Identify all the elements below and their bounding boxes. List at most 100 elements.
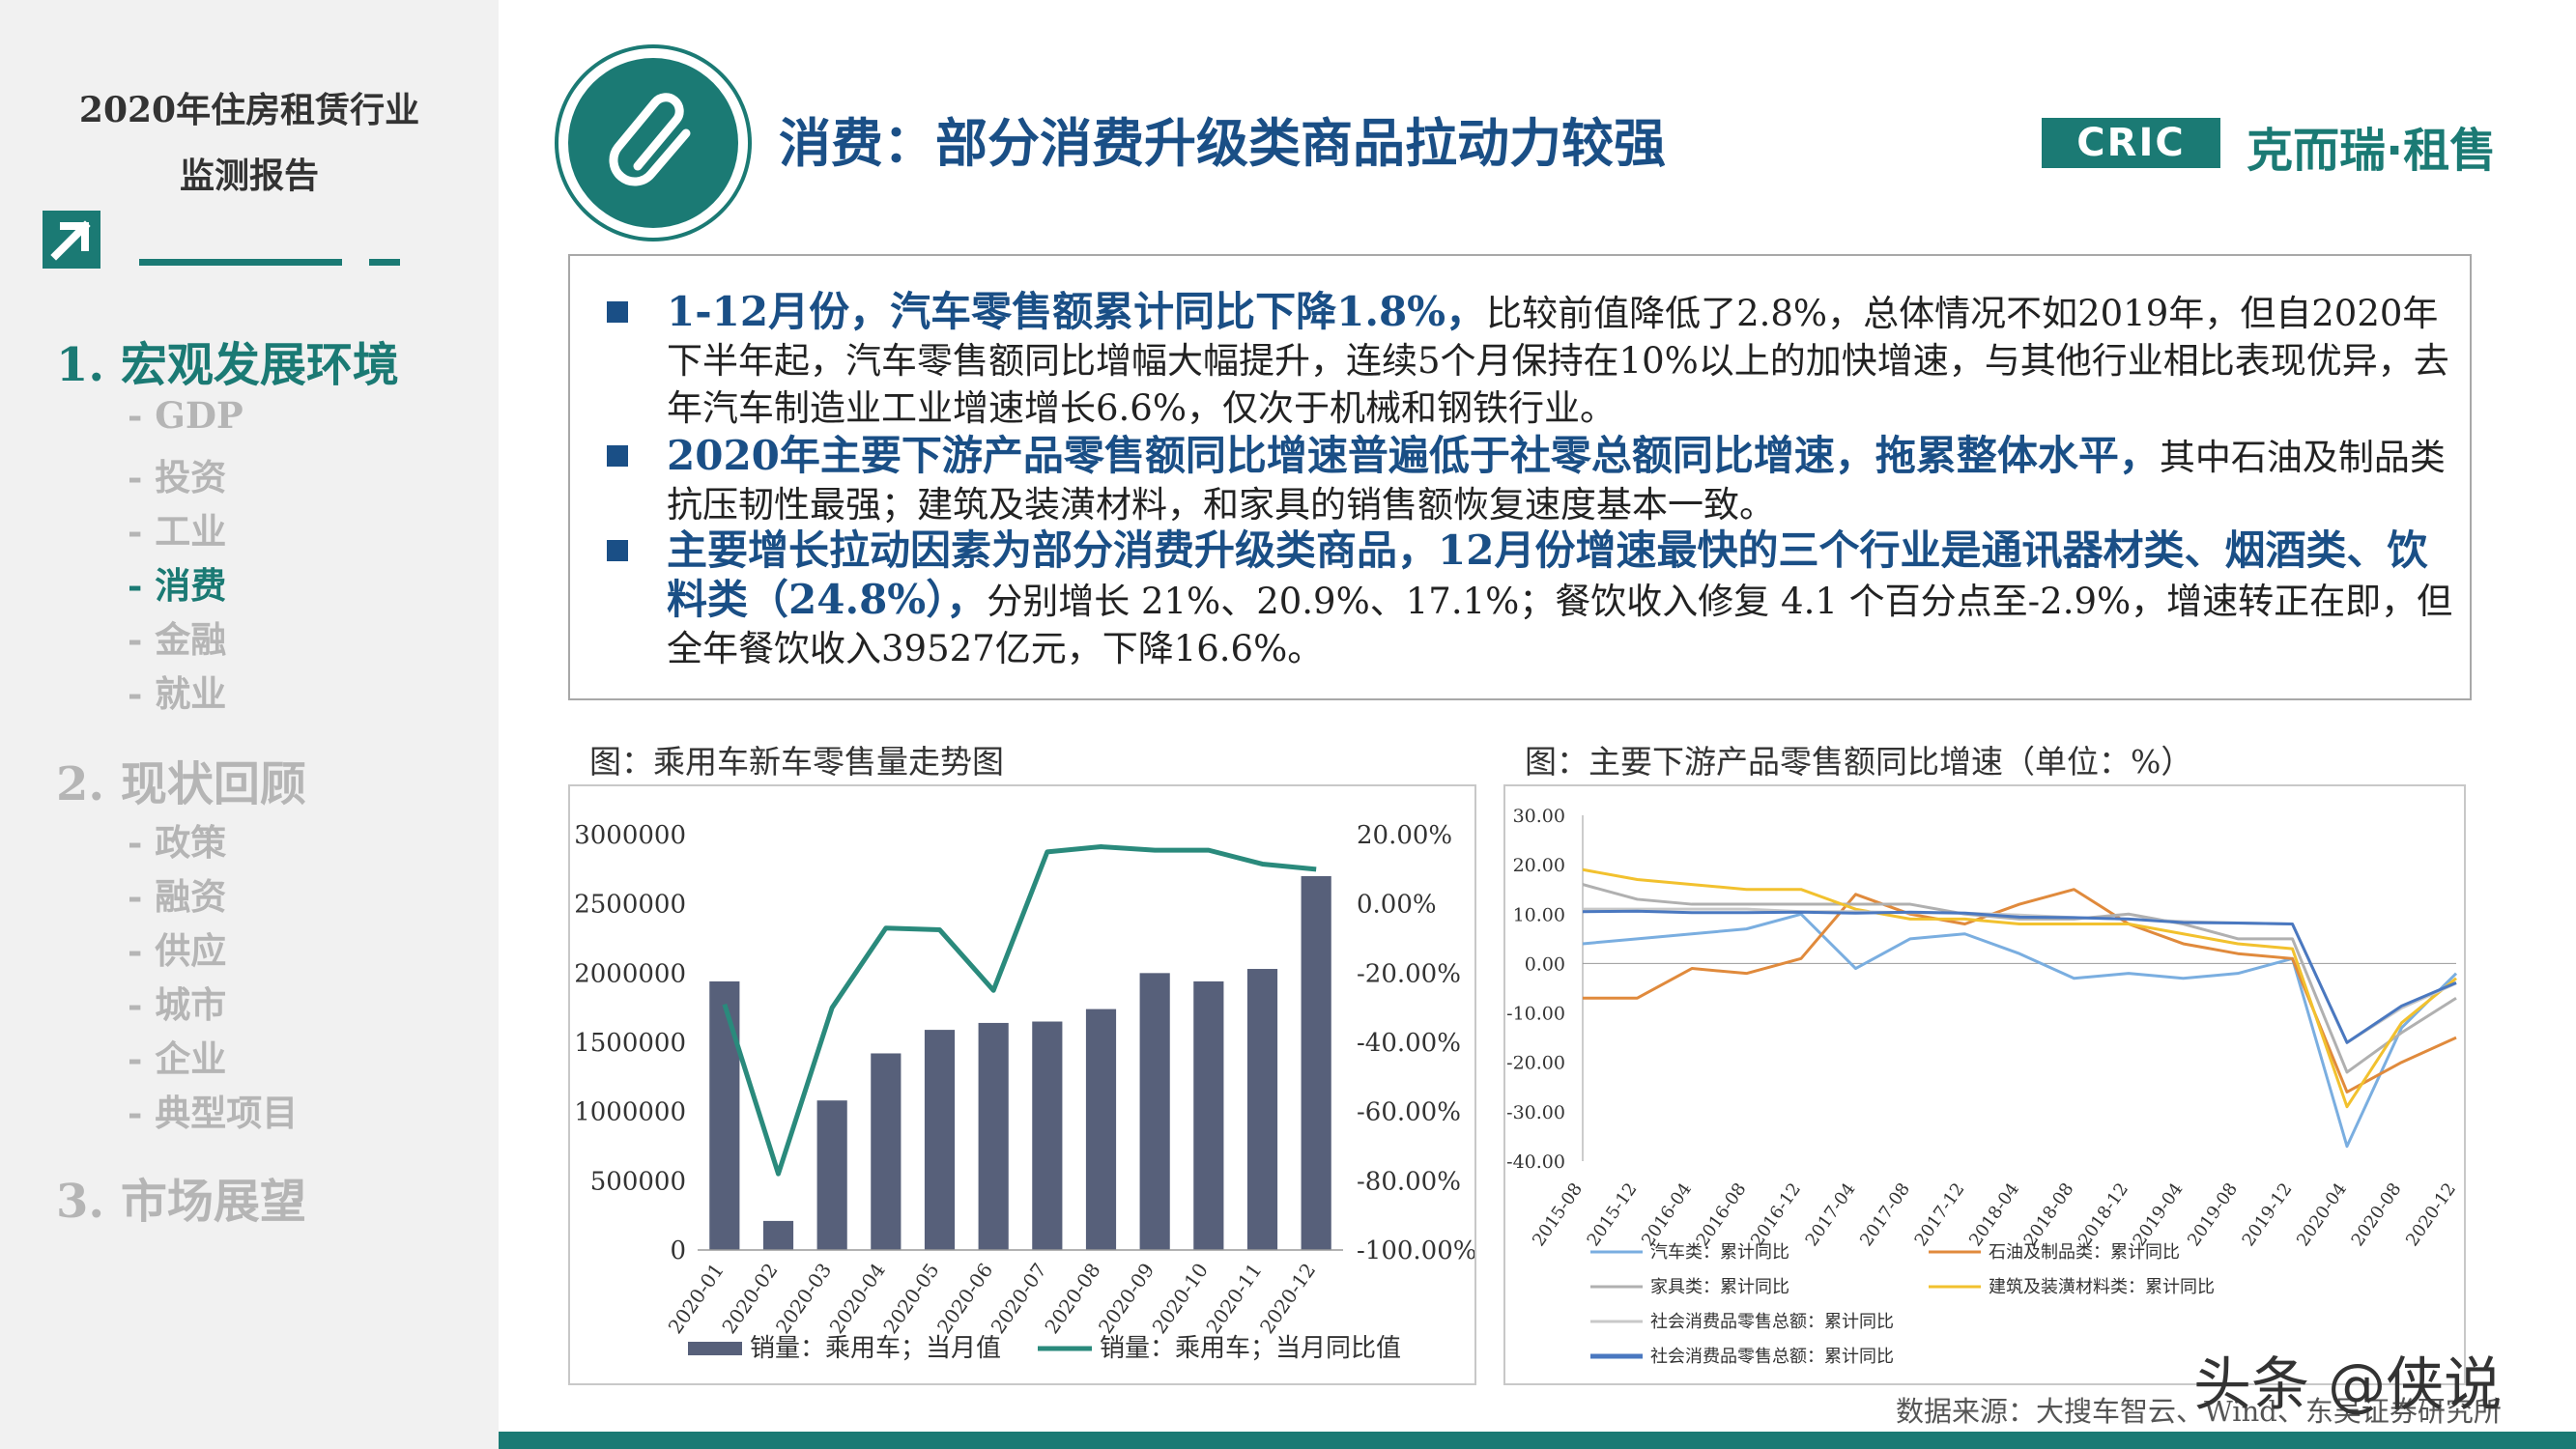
bar: [1193, 980, 1224, 1250]
nav-item-enterprise[interactable]: - 企业: [128, 1037, 227, 1080]
brand-logo-text: 克而瑞·租售: [2247, 124, 2497, 178]
x-tick-label: 2015-12: [1583, 1179, 1641, 1250]
chart-panel-right: 30.00 20.00 10.00 0.00 -10.00 -20.00 -30.00 -40…: [1503, 784, 2466, 1385]
y-left-tick-label: 0: [670, 1236, 686, 1265]
x-tick-label: 2017-12: [1910, 1179, 1968, 1250]
nav-item-financing[interactable]: - 融资: [128, 875, 227, 918]
y-left-tick-label: 2000000: [574, 959, 686, 988]
series-line: [1582, 912, 2458, 1149]
report-title-line1: 2020年住房租赁行业: [78, 90, 420, 130]
bullet-2: 2020年主要下游产品零售额同比增速普遍低于社零总额同比增速，拖累整体水平，其中…: [607, 432, 2454, 528]
legend-label: 销量：乘用车；当月同比值: [1100, 1334, 1401, 1363]
nav-item-consumption[interactable]: - 消费: [128, 564, 227, 607]
y-tick-label: 0.00: [1525, 953, 1565, 975]
bullet-3-text: 分别增长 21%、20.9%、17.1%；餐饮收入修复 4.1 个百分点至-2.…: [667, 581, 2453, 669]
bullet-square-icon: [607, 301, 628, 323]
nav-item-investment[interactable]: - 投资: [128, 456, 227, 498]
series-line: [1582, 909, 2457, 1044]
report-title-line2: 监测报告: [179, 156, 319, 196]
x-tick-label: 2018-04: [1965, 1179, 2023, 1250]
y-right-tick-label: -100.00%: [1357, 1236, 1474, 1265]
bar: [871, 1053, 902, 1250]
bar: [1139, 973, 1170, 1250]
y-right-tick-label: -20.00%: [1357, 959, 1461, 988]
x-tick-label: 2015-08: [1529, 1179, 1587, 1250]
legend-label: 社会消费品零售总额：累计同比: [1650, 1312, 1894, 1332]
x-tick-label: 2020-12: [2402, 1179, 2460, 1250]
chart-caption-left: 图：乘用车新车零售量走势图: [589, 743, 1004, 781]
page-title: 消费：部分消费升级类商品拉动力较强: [779, 112, 1666, 174]
x-tick-label: 2016-04: [1638, 1179, 1696, 1250]
chart-right: 30.00 20.00 10.00 0.00 -10.00 -20.00 -30.00 -40…: [1506, 806, 2460, 1367]
series-line: [1582, 883, 2457, 1074]
y-tick-label: 10.00: [1513, 904, 1565, 925]
nav-item-employment[interactable]: - 就业: [128, 672, 227, 715]
watermark-label: 头条 @侠说: [2193, 1351, 2503, 1419]
bullet-3: 主要增长拉动因素为部分消费升级类商品，12月份增速最快的三个行业是通讯器材类、烟…: [607, 526, 2454, 672]
data-source: 数据来源：大搜车智云、Wind、东吴证券研究所: [1896, 1395, 2502, 1428]
series-line-yoy: [722, 844, 1317, 1177]
y-tick-label: 30.00: [1513, 806, 1565, 827]
y-tick-label: 20.00: [1513, 855, 1565, 876]
legend-label: 汽车类：累计同比: [1650, 1242, 1789, 1263]
x-tick-label: 2016-08: [1692, 1179, 1750, 1250]
paperclip-icon: [568, 58, 738, 228]
bullet-2-highlight: 2020年主要下游产品零售额同比增速普遍低于社零总额同比增速，拖累整体水平，: [667, 432, 2160, 479]
bar: [1301, 876, 1331, 1250]
bullet-square-icon: [607, 445, 628, 467]
y-tick-label: -20.00: [1506, 1053, 1565, 1074]
divider: [369, 259, 400, 266]
nav-item-supply[interactable]: - 供应: [128, 929, 227, 972]
x-tick-label: 2019-12: [2238, 1179, 2296, 1250]
bar: [1246, 969, 1278, 1250]
bar: [1032, 1021, 1063, 1250]
bar: [978, 1022, 1009, 1250]
x-tick-label: 2020-04: [2293, 1179, 2351, 1250]
y-left-tick-label: 3000000: [574, 821, 686, 850]
report-title: 2020年住房租赁行业 监测报告: [0, 77, 499, 209]
x-tick-label: 2017-08: [1856, 1179, 1914, 1250]
y-left-tick-label: 2500000: [574, 891, 686, 920]
chart-left: 0 500000 1000000 1500000 2000000 2500000 30000…: [574, 821, 1476, 1363]
y-right-tick-label: 20.00%: [1357, 821, 1452, 850]
y-tick-label: -40.00: [1506, 1151, 1565, 1173]
legend-label: 销量：乘用车；当月值: [750, 1334, 1001, 1363]
bar: [816, 1100, 847, 1250]
x-tick-label: 2019-08: [2184, 1179, 2242, 1250]
x-tick-label: 2018-12: [2075, 1179, 2132, 1250]
divider: [139, 259, 342, 266]
y-left-tick-label: 1500000: [574, 1029, 686, 1058]
y-left-tick-label: 500000: [590, 1167, 686, 1196]
x-tick-label: 2020-12: [1255, 1259, 1320, 1338]
y-right-tick-label: -80.00%: [1357, 1167, 1461, 1196]
x-tick-label: 2017-04: [1801, 1179, 1859, 1250]
bullet-2-text: 其中石油及制品类抗压韧性最强；建筑及装潢材料，和家具的销售额恢复速度基本一致。: [667, 437, 2446, 526]
legend-swatch: [688, 1342, 742, 1355]
legend-label: 建筑及装潢材料类：累计同比: [1989, 1277, 2215, 1297]
nav-section-macro[interactable]: 1. 宏观发展环境: [56, 338, 399, 392]
nav-section-status[interactable]: 2. 现状回顾: [56, 757, 306, 811]
bar: [709, 980, 740, 1250]
nav-item-city[interactable]: - 城市: [128, 983, 227, 1026]
bar: [1085, 1009, 1117, 1250]
nav-item-industry[interactable]: - 工业: [128, 510, 227, 553]
footer-bar: [499, 1432, 2576, 1449]
sidebar: 2020年住房租赁行业 监测报告 1. 宏观发展环境 - GDP - 投资 - …: [0, 0, 499, 1449]
chart-caption-right: 图：主要下游产品零售额同比增速（单位：%）: [1525, 743, 2193, 781]
legend-label: 石油及制品类：累计同比: [1989, 1242, 2180, 1263]
bar: [924, 1030, 956, 1250]
nav-item-finance[interactable]: - 金融: [128, 618, 227, 661]
legend-label: 社会消费品零售总额：累计同比: [1650, 1347, 1894, 1367]
bar: [762, 1220, 794, 1250]
y-tick-label: -30.00: [1506, 1102, 1565, 1123]
nav-section-outlook[interactable]: 3. 市场展望: [56, 1175, 306, 1229]
arrow-icon: [43, 211, 100, 269]
chart-panel-left: 0 500000 1000000 1500000 2000000 2500000 30000…: [568, 784, 1476, 1385]
y-right-tick-label: -40.00%: [1357, 1029, 1461, 1058]
nav-item-policy[interactable]: - 政策: [128, 821, 227, 864]
nav-item-projects[interactable]: - 典型项目: [128, 1092, 299, 1134]
brand-logo-box: CRIC: [2042, 118, 2220, 168]
y-right-tick-label: 0.00%: [1357, 891, 1437, 920]
bullet-1: 1-12月份，汽车零售额累计同比下降1.8%，比较前值降低了2.8%，总体情况不…: [607, 288, 2454, 432]
nav-item-gdp[interactable]: - GDP: [128, 394, 243, 437]
